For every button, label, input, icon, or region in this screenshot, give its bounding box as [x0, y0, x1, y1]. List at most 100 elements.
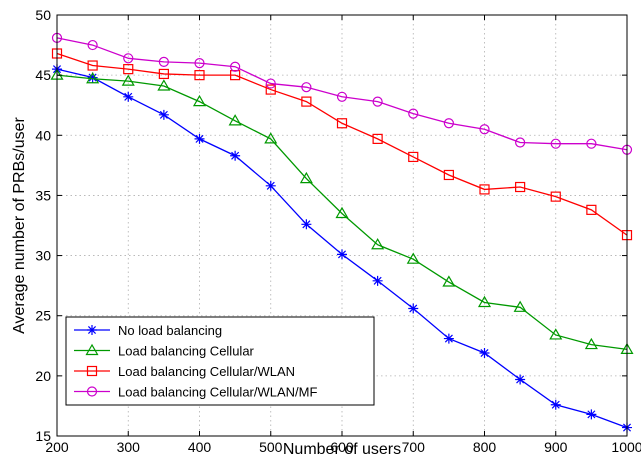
legend-label: Load balancing Cellular/WLAN/MF	[118, 385, 317, 400]
series-square	[51, 48, 633, 241]
data-point	[372, 133, 383, 144]
data-point	[299, 171, 313, 184]
data-point	[194, 70, 205, 81]
legend-marker	[85, 343, 99, 356]
data-point	[264, 132, 278, 144]
data-point	[87, 60, 98, 71]
star-marker-shape	[337, 249, 347, 260]
x-tick-label: 700	[402, 439, 426, 455]
series-layer	[50, 32, 634, 433]
data-point	[443, 333, 454, 344]
x-axis-label: Number of users	[283, 441, 401, 458]
data-point	[86, 72, 100, 84]
data-point	[586, 138, 597, 149]
data-point	[442, 275, 456, 287]
data-point	[408, 303, 419, 314]
star-marker-shape	[515, 374, 526, 385]
data-point	[515, 181, 526, 193]
data-point	[550, 138, 561, 149]
data-point	[157, 79, 171, 91]
data-point	[194, 133, 205, 144]
y-tick-label: 30	[35, 248, 51, 264]
x-tick-label: 600	[330, 439, 354, 455]
y-tick-label: 40	[35, 127, 51, 143]
y-tick-label: 45	[35, 67, 51, 83]
data-point	[265, 84, 276, 95]
legend-box	[65, 316, 375, 406]
data-point	[192, 94, 207, 107]
data-point	[408, 151, 419, 163]
data-point	[372, 275, 383, 286]
data-point	[87, 39, 98, 51]
legend-item: No load balancing	[74, 323, 222, 338]
series-line	[56, 74, 628, 351]
axis-ticks: 200 300 400 500 600 700 800 900 1000 15 20 25 30 35 40…	[35, 7, 641, 455]
x-tick-label: 800	[473, 439, 497, 455]
y-tick-label: 20	[35, 368, 51, 384]
legend-marker	[86, 386, 98, 397]
x-tick-label: 1000	[611, 439, 641, 455]
y-tick-label: 35	[35, 187, 51, 203]
data-point	[121, 74, 135, 86]
data-point	[123, 91, 134, 102]
data-point	[230, 150, 241, 161]
data-point	[301, 82, 312, 93]
legend-item: Load balancing Cellular	[74, 344, 255, 359]
legend-item: Load balancing Cellular/WLAN/MF	[74, 385, 317, 400]
x-tick-label: 400	[188, 439, 212, 455]
star-marker-shape	[301, 219, 312, 230]
star-marker-shape	[443, 333, 454, 344]
legend-marker	[87, 325, 97, 335]
data-point	[515, 374, 526, 385]
star-marker-shape	[87, 72, 98, 83]
legend-marker	[86, 365, 98, 377]
data-point	[443, 169, 454, 181]
data-point	[584, 337, 598, 350]
data-point	[301, 219, 312, 230]
data-point	[158, 68, 169, 80]
data-point	[586, 409, 597, 420]
data-point	[336, 91, 348, 102]
data-point	[158, 109, 169, 120]
data-point	[265, 78, 276, 89]
data-point	[406, 252, 420, 264]
y-axis-label: Average number of PRBs/user	[11, 116, 28, 333]
x-tick-label: 200	[45, 439, 69, 455]
data-point	[408, 108, 419, 119]
data-point	[194, 58, 205, 69]
star-marker-shape	[586, 409, 597, 420]
data-point	[477, 295, 492, 308]
data-point	[336, 118, 348, 129]
data-point	[513, 300, 527, 312]
data-point	[371, 238, 385, 250]
series-line	[56, 52, 628, 236]
legend-item: Load balancing Cellular/WLAN	[74, 364, 295, 379]
y-tick-label: 15	[35, 428, 51, 444]
star-marker-shape	[87, 325, 97, 335]
series-triangle	[50, 68, 634, 354]
data-point	[443, 118, 454, 129]
data-point	[550, 399, 561, 410]
data-point	[337, 249, 347, 260]
data-point	[372, 96, 383, 107]
data-point	[158, 56, 169, 68]
data-point	[230, 61, 241, 72]
star-marker-shape	[550, 399, 561, 410]
legend-label: Load balancing Cellular	[118, 344, 255, 359]
data-point	[479, 184, 490, 195]
data-point	[265, 180, 276, 191]
star-marker-shape	[158, 109, 169, 120]
y-tick-label: 50	[35, 7, 51, 23]
data-point	[301, 96, 312, 107]
data-point	[586, 204, 597, 215]
star-marker-shape	[479, 348, 490, 359]
data-point	[87, 72, 98, 83]
data-point	[479, 124, 490, 135]
data-point	[479, 348, 490, 359]
data-point	[550, 191, 561, 202]
star-marker-shape	[372, 275, 383, 286]
series-circle	[51, 32, 633, 155]
data-point	[549, 328, 563, 340]
legend: No load balancing Load balancing Cellular…	[65, 316, 375, 406]
data-point	[515, 137, 526, 148]
